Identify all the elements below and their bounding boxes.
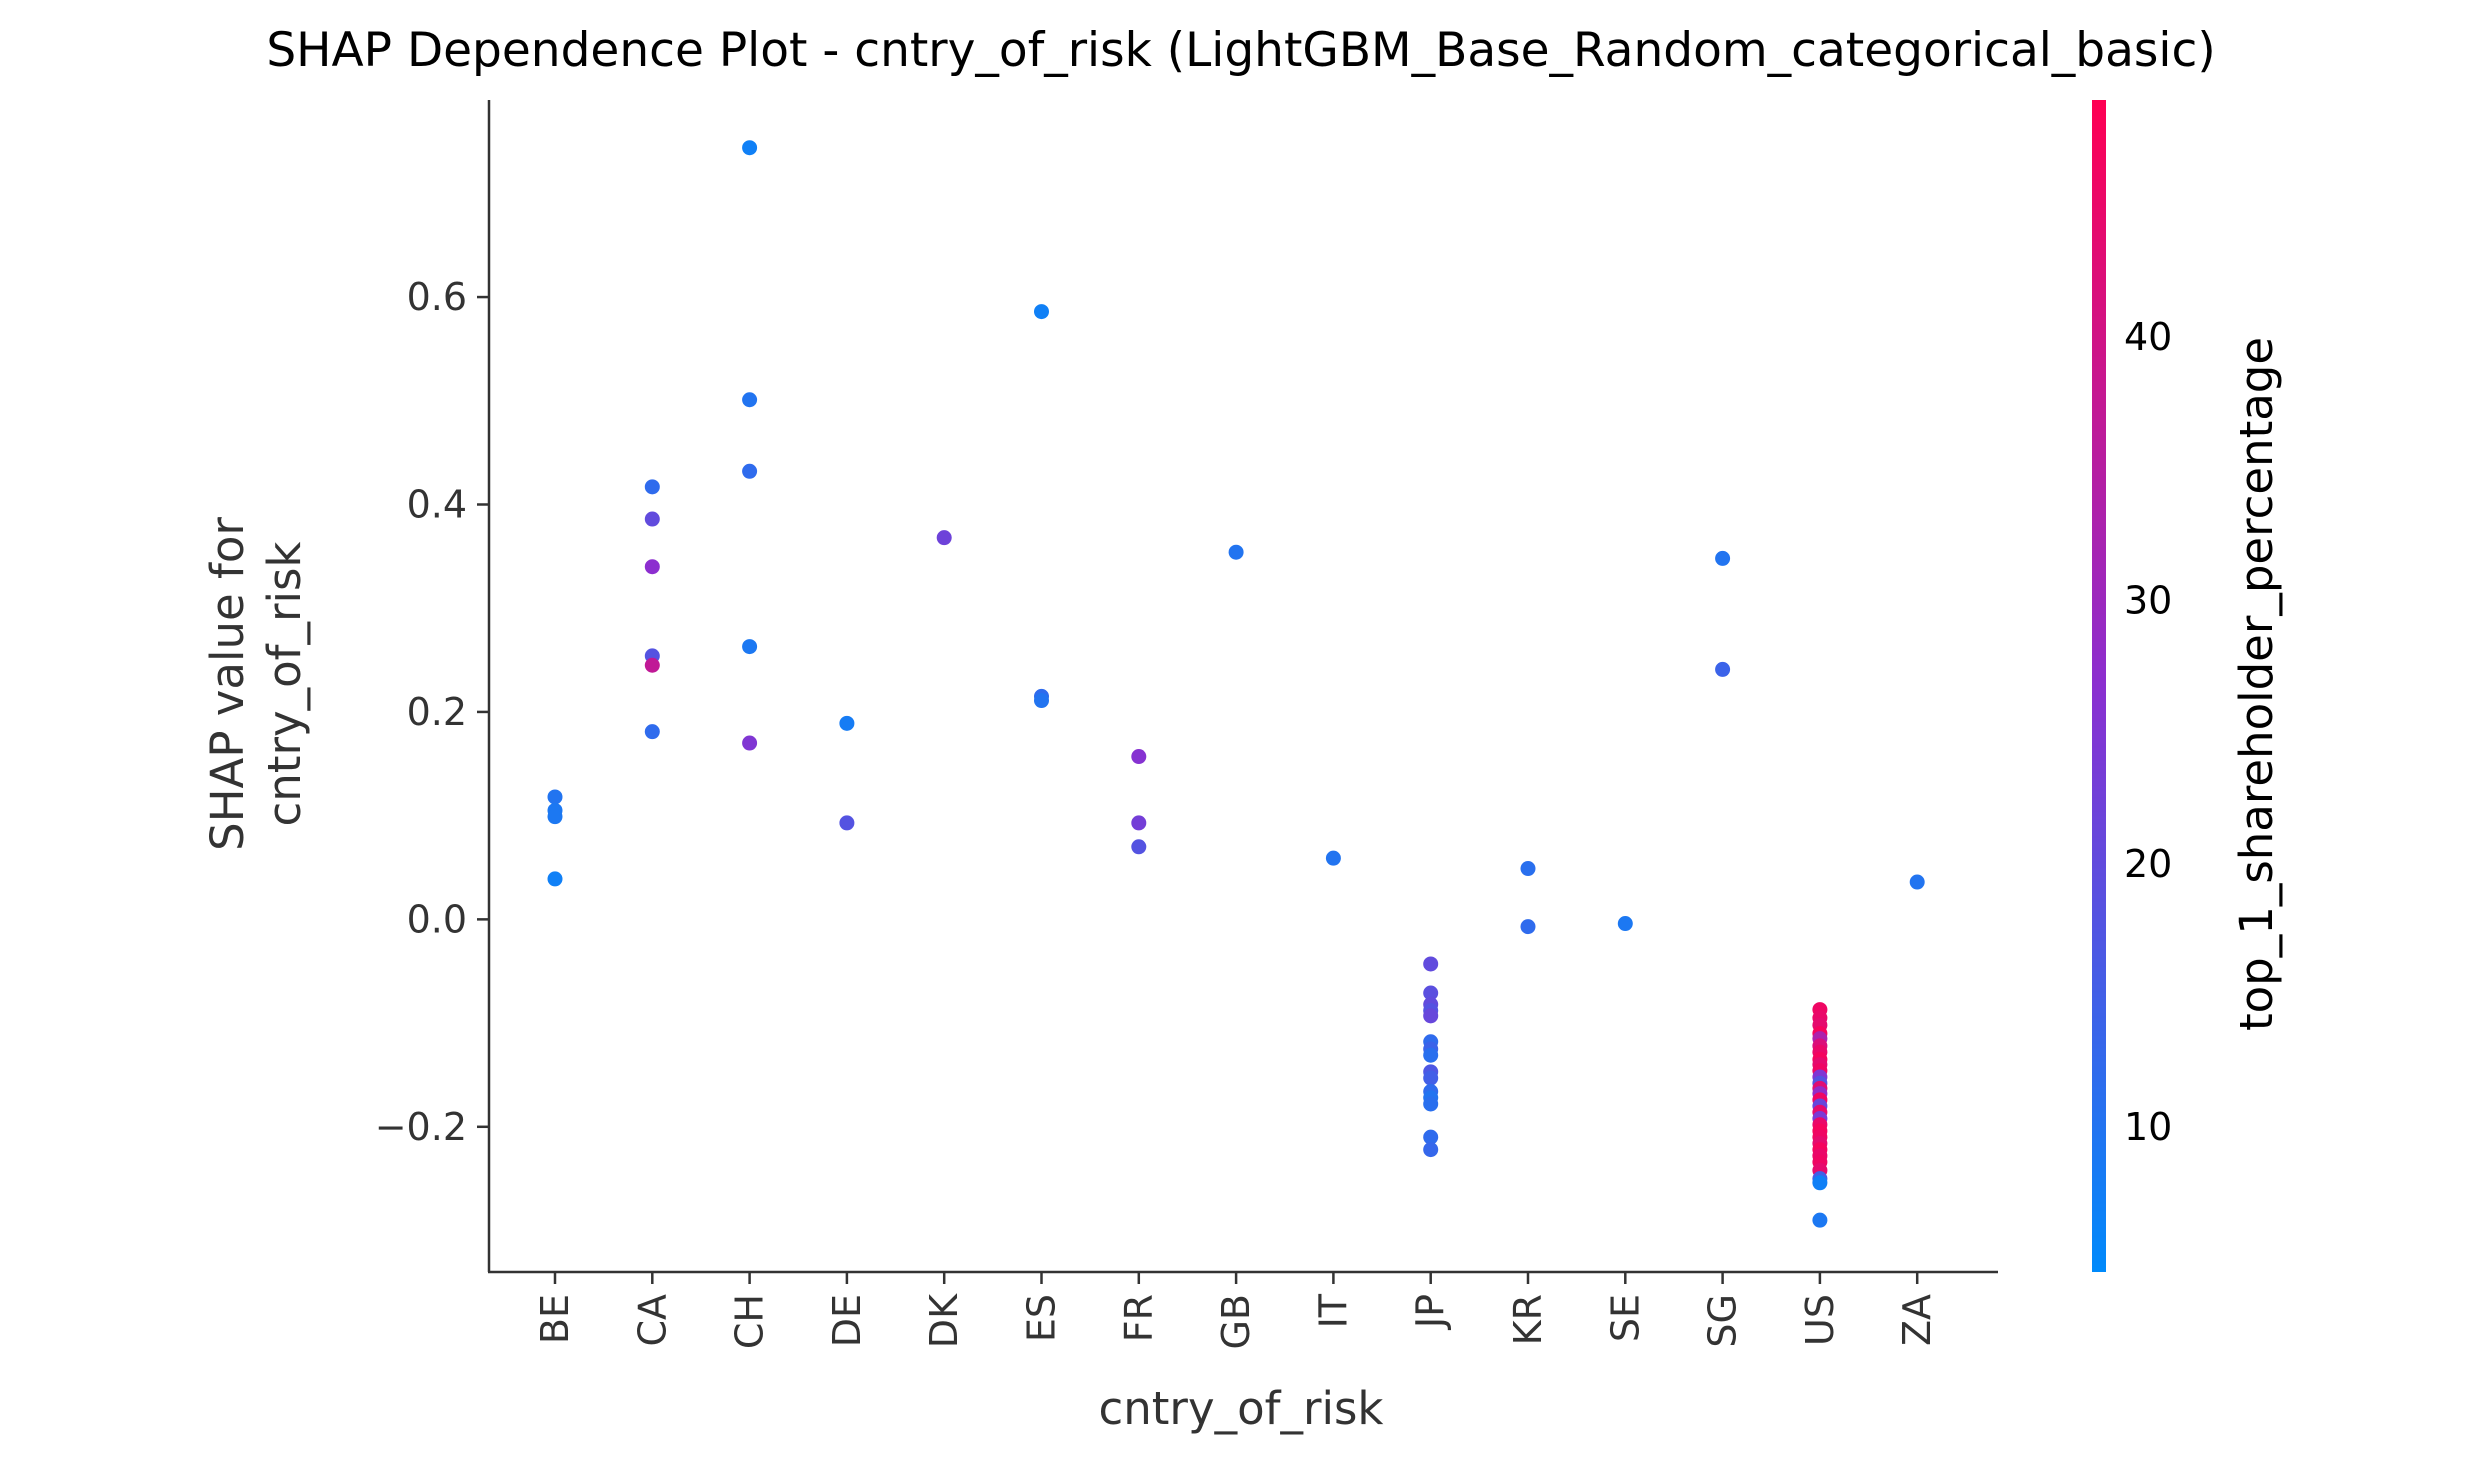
x-tick-label: FR	[1117, 1294, 1161, 1342]
y-axis-label-line-2: cntry_of_risk	[258, 542, 311, 827]
scatter-point	[1909, 874, 1925, 890]
x-axis-label: cntry_of_risk	[1099, 1382, 1384, 1435]
scatter-point	[1423, 1096, 1439, 1112]
scatter-point	[742, 639, 758, 655]
scatter-point	[1715, 550, 1731, 566]
scatter-point	[547, 809, 563, 825]
y-tick-label: 0.2	[407, 690, 467, 734]
x-tick-label: SE	[1603, 1294, 1647, 1342]
scatter-point	[1131, 815, 1147, 831]
colorbar-ticks: 10 20 30 40	[2124, 315, 2172, 1149]
x-tick-label: ES	[1020, 1294, 1064, 1342]
scatter-point	[644, 511, 660, 527]
scatter-point	[1520, 861, 1536, 877]
scatter-point	[1617, 916, 1633, 932]
scatter-point	[644, 479, 660, 495]
scatter-point	[1423, 1142, 1439, 1158]
colorbar-tick-label: 20	[2124, 842, 2172, 886]
x-tick-label: GB	[1214, 1294, 1258, 1350]
scatter-point	[547, 871, 563, 887]
x-tick-label: CA	[630, 1294, 674, 1347]
x-tick-label: SG	[1701, 1294, 1745, 1348]
scatter-point	[742, 140, 758, 156]
colorbar-tick-label: 40	[2124, 315, 2172, 359]
scatter-point	[742, 392, 758, 408]
scatter-point	[1423, 1129, 1439, 1145]
scatter-point	[742, 463, 758, 479]
scatter-point	[1423, 956, 1439, 972]
y-axis-label-line-1: SHAP value for	[201, 517, 254, 851]
scatter-point	[1131, 749, 1147, 765]
scatter-point	[742, 735, 758, 751]
colorbar-tick-label: 10	[2124, 1105, 2172, 1149]
y-tick-label: 0.6	[407, 275, 467, 319]
scatter-point	[839, 815, 855, 831]
scatter-point	[644, 724, 660, 740]
y-tick-label: 0.4	[407, 482, 467, 526]
x-tick-label: BE	[533, 1294, 577, 1344]
y-tick-label: −0.2	[375, 1105, 467, 1149]
scatter-point	[1423, 985, 1439, 1001]
colorbar-tick-label: 30	[2124, 578, 2172, 622]
x-tick-label: JP	[1409, 1294, 1453, 1330]
scatter-point	[1325, 850, 1341, 866]
scatter-points	[547, 140, 1925, 1228]
scatter-point	[547, 789, 563, 805]
scatter-point	[1715, 661, 1731, 677]
x-tick-label: IT	[1311, 1293, 1355, 1328]
scatter-point	[1034, 304, 1049, 320]
scatter-point	[1423, 1070, 1439, 1086]
x-tick-label: ZA	[1895, 1294, 1939, 1346]
scatter-point	[936, 530, 952, 546]
scatter-point	[1812, 1175, 1828, 1191]
x-tick-label: DK	[922, 1293, 966, 1348]
scatter-point	[644, 559, 660, 575]
y-ticks: −0.2 0.0 0.2 0.4 0.6	[375, 275, 489, 1149]
x-tick-label: KR	[1506, 1294, 1550, 1345]
scatter-point	[1034, 693, 1049, 709]
chart-title: SHAP Dependence Plot - cntry_of_risk (Li…	[266, 23, 2215, 78]
colorbar	[2092, 100, 2106, 1272]
x-tick-label: CH	[728, 1294, 772, 1349]
scatter-point	[1812, 1212, 1828, 1228]
scatter-point	[1131, 839, 1147, 855]
y-tick-label: 0.0	[407, 897, 467, 941]
x-tick-label: DE	[825, 1294, 869, 1347]
x-ticks: BE CA CH DE DK ES FR GB IT JP KR SE SG US ZA	[533, 1272, 1939, 1350]
scatter-point	[1520, 919, 1536, 935]
x-tick-label: US	[1798, 1294, 1842, 1346]
scatter-point	[1423, 1047, 1439, 1063]
scatter-point	[839, 715, 855, 731]
scatter-point	[644, 657, 660, 673]
scatter-point	[1423, 1008, 1439, 1024]
scatter-point	[1228, 544, 1244, 560]
colorbar-label: top_1_shareholder_percentage	[2230, 337, 2283, 1031]
